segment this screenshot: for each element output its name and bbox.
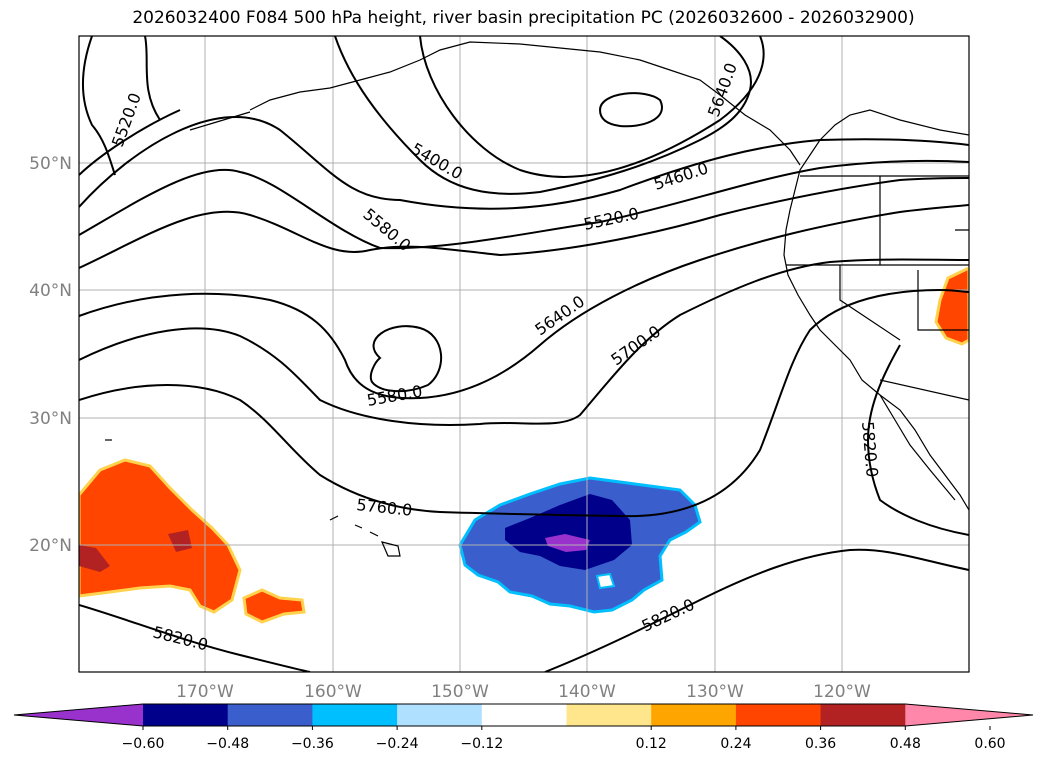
precip-dark-red-west-2 xyxy=(168,530,192,552)
lat-tick-label: 30°N xyxy=(29,409,72,429)
colorbar-tick-label: 0.36 xyxy=(805,736,836,752)
colorbar-bin xyxy=(566,704,652,726)
precip-positive-region-hawaii xyxy=(242,588,306,624)
precip-negative-region-core xyxy=(505,494,632,570)
contour-label: 5760.0 xyxy=(356,495,414,520)
colorbar-tick-label: −0.48 xyxy=(206,736,249,752)
lat-axis: 50°N 40°N 30°N 20°N xyxy=(29,154,72,556)
hawaii-islands xyxy=(329,515,401,557)
colorbar-bin xyxy=(481,704,568,726)
precip-negative-region-peak xyxy=(545,534,590,552)
colorbar-bin xyxy=(651,704,737,726)
contour-5760 xyxy=(79,288,969,518)
contour-label: 5640.0 xyxy=(704,60,741,119)
contour-5700 xyxy=(79,258,969,426)
contour-label: 5520.0 xyxy=(108,90,145,149)
lon-tick-label: 130°W xyxy=(686,682,744,702)
colorbar-tick-label: 0.12 xyxy=(636,736,667,752)
contour-5580-closed xyxy=(369,325,443,393)
contour-5640 xyxy=(79,204,969,400)
colorbar-tick-label: 0.48 xyxy=(890,736,921,752)
precip-hole xyxy=(595,572,616,590)
state-borders xyxy=(786,175,969,401)
baja-coast xyxy=(879,394,956,501)
colorbar-tick-label: −0.36 xyxy=(291,736,334,752)
contour-inner-loop xyxy=(419,36,765,178)
precip-fill-layer xyxy=(79,266,969,624)
colorbar-extend-high xyxy=(905,704,1033,726)
contour-5820-right xyxy=(866,344,969,536)
lon-axis: 170°W 160°W 150°W 140°W 130°W 120°W xyxy=(176,682,871,702)
colorbar-bin xyxy=(227,704,313,726)
colorbar-bin xyxy=(143,704,229,726)
graticule xyxy=(79,36,969,672)
aleutians xyxy=(189,111,251,131)
colorbar-extend-low xyxy=(14,704,143,726)
contour-label: 5820.0 xyxy=(639,595,698,636)
contour-label: 5460.0 xyxy=(651,158,710,193)
colorbar: −0.60 −0.48 −0.36 −0.24 −0.12 0.12 0.24 0.36 0.4… xyxy=(13,703,1034,752)
alaska-coast xyxy=(249,41,801,166)
north-america-coast xyxy=(783,109,969,511)
precip-dark-red-west xyxy=(79,545,110,572)
contour-5520 xyxy=(79,159,969,250)
contour-label: 5520.0 xyxy=(582,204,641,234)
contour-closed-high xyxy=(598,92,663,128)
lon-tick-label: 140°W xyxy=(558,682,616,702)
contour-5820-bottom xyxy=(544,548,969,672)
contour-5520-far-west xyxy=(79,109,181,176)
lat-tick-label: 20°N xyxy=(29,536,72,556)
colorbar-bin xyxy=(735,704,822,726)
colorbar-tick-label: −0.60 xyxy=(122,736,165,752)
colorbar-tick-label: 0.60 xyxy=(974,736,1005,752)
lon-tick-label: 120°W xyxy=(813,682,871,702)
lat-tick-label: 40°N xyxy=(29,281,72,301)
height-contours xyxy=(79,36,969,672)
lat-tick-label: 50°N xyxy=(29,154,72,174)
contour-label: 5820.0 xyxy=(151,622,210,654)
contour-5520-west xyxy=(82,36,116,176)
contour-5400-low xyxy=(144,36,161,121)
colorbar-tick-label: −0.24 xyxy=(376,736,419,752)
contour-label: 5820.0 xyxy=(858,421,882,478)
precip-positive-region-east xyxy=(934,266,969,346)
colorbar-bin xyxy=(312,704,398,726)
contour-label: 5700.0 xyxy=(607,322,664,370)
colorbar-tick-label: 0.24 xyxy=(720,736,751,752)
chart-title: 2026032400 F084 500 hPa height, river ba… xyxy=(132,8,915,28)
precip-positive-region-west xyxy=(79,458,242,614)
contour-label: 5580.0 xyxy=(365,382,423,410)
map-border xyxy=(78,35,970,673)
lon-tick-label: 170°W xyxy=(176,682,234,702)
colorbar-tick-label: −0.12 xyxy=(460,736,503,752)
colorbar-bin xyxy=(820,704,906,726)
contour-5820-bottom-left xyxy=(79,604,311,672)
contour-label: 5400.0 xyxy=(408,139,466,183)
lon-tick-label: 150°W xyxy=(431,682,489,702)
lon-tick-label: 160°W xyxy=(304,682,362,702)
colorbar-bin xyxy=(397,704,483,726)
coastline-layer xyxy=(105,41,969,557)
contour-5580 xyxy=(79,177,969,269)
contour-5460 xyxy=(79,116,969,210)
